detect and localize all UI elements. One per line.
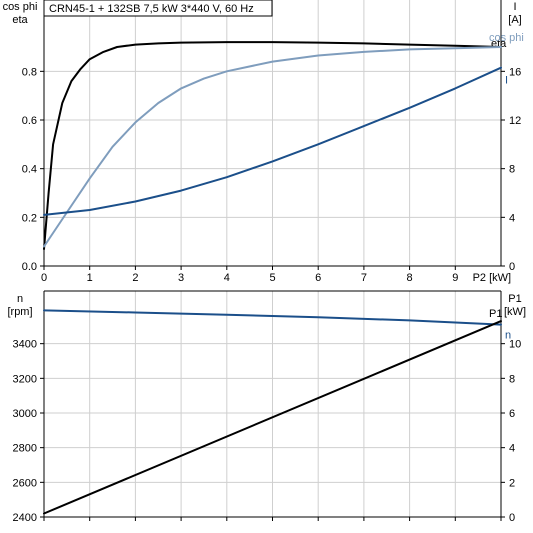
top-left-axis-title: cos phi: [3, 1, 38, 13]
series-line-n: [43, 309, 502, 326]
top-x-tick-label: 4: [224, 272, 230, 284]
top-left-tick-label: 0.6: [22, 115, 37, 127]
top-x-tick-label: 6: [315, 272, 321, 284]
bottom-chart-panel: 2400260028003000320034000246810n[rpm]P1[…: [7, 290, 526, 524]
top-x-tick-label: 7: [361, 272, 367, 284]
top-x-tick-label: 1: [87, 272, 93, 284]
series-label-i: I: [505, 75, 508, 87]
series-line-cos-phi: [43, 46, 502, 248]
bottom-right-tick-label: 6: [509, 408, 515, 420]
bottom-left-tick-label: 2800: [13, 443, 37, 455]
top-x-tick-label: 9: [452, 272, 458, 284]
bottom-left-axis-title: [rpm]: [7, 306, 32, 318]
bottom-right-tick-label: 8: [509, 373, 515, 385]
bottom-right-axis-title: P1: [508, 293, 521, 305]
bottom-right-tick-label: 0: [509, 512, 515, 524]
series-label-p1: P1: [489, 308, 502, 320]
chart-title-box: [43, 0, 273, 17]
bottom-left-tick-label: 3400: [13, 339, 37, 351]
series-line-p1: [43, 320, 502, 515]
top-left-tick-label: 0.0: [22, 261, 37, 273]
series-label-cos-phi: cos phi: [489, 32, 524, 44]
top-x-tick-label: 3: [178, 272, 184, 284]
bottom-right-axis-title: [kW]: [504, 306, 526, 318]
top-right-tick-label: 16: [509, 66, 521, 78]
bottom-right-tick-label: 4: [509, 443, 515, 455]
series-label-n: n: [505, 330, 511, 342]
top-left-tick-label: 0.8: [22, 66, 37, 78]
bottom-left-tick-label: 2600: [13, 477, 37, 489]
bottom-left-tick-label: 3200: [13, 373, 37, 385]
top-x-tick-label: 2: [132, 272, 138, 284]
top-right-tick-label: 8: [509, 164, 515, 176]
top-x-tick-label: 8: [407, 272, 413, 284]
top-left-axis-title: eta: [12, 14, 28, 26]
bottom-right-tick-label: 2: [509, 477, 515, 489]
top-left-tick-label: 0.2: [22, 212, 37, 224]
top-right-axis-title: I: [513, 1, 516, 13]
top-right-tick-label: 12: [509, 115, 521, 127]
chart-title: CRN45-1 + 132SB 7,5 kW 3*440 V, 60 Hz: [49, 3, 254, 15]
top-x-tick-label: 0: [41, 272, 47, 284]
top-right-axis-title: [A]: [508, 14, 521, 26]
top-x-axis-label: P2 [kW]: [473, 272, 512, 284]
series-line-eta: [43, 41, 502, 250]
bottom-left-tick-label: 2400: [13, 512, 37, 524]
series-line-i: [43, 66, 502, 216]
top-left-tick-label: 0.4: [22, 164, 37, 176]
bottom-left-tick-label: 3000: [13, 408, 37, 420]
top-right-tick-label: 4: [509, 212, 515, 224]
bottom-left-axis-title: n: [17, 293, 23, 305]
bottom-right-tick-label: 10: [509, 339, 521, 351]
top-right-tick-label: 0: [509, 261, 515, 273]
top-x-tick-label: 5: [269, 272, 275, 284]
